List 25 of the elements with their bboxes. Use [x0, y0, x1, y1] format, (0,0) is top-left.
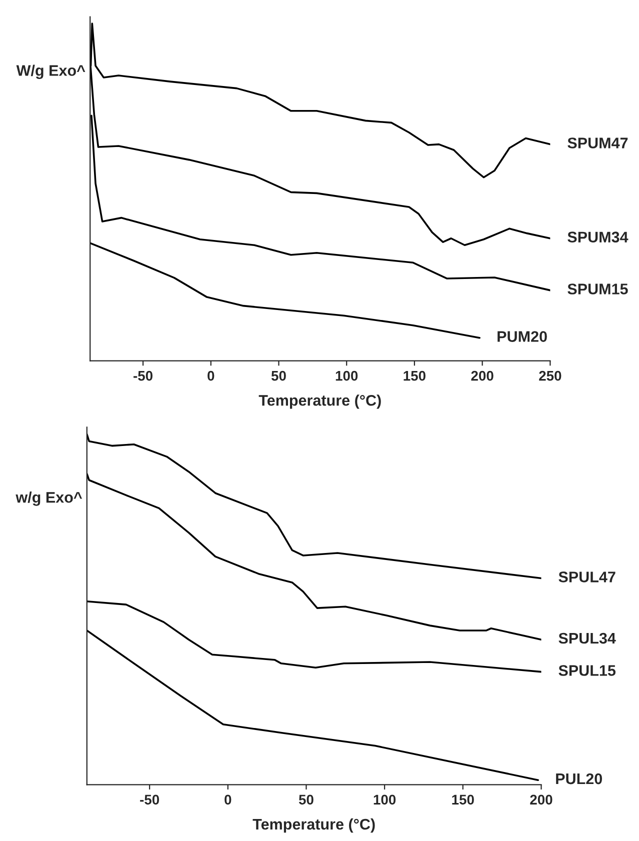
- series-label: PUM20: [498, 331, 547, 342]
- x-tick-label: 50: [298, 794, 314, 805]
- y-axis-title: W/g Exo^: [16, 64, 86, 80]
- x-tick-label: 200: [530, 794, 552, 805]
- series-label: SPUM15: [568, 284, 628, 294]
- x-tick-label: 250: [539, 370, 562, 381]
- series-label: SPUM47: [568, 138, 628, 148]
- x-tick-label: 150: [452, 794, 474, 805]
- x-tick-label: 0: [224, 794, 232, 805]
- series-label: SPUL15: [558, 665, 616, 676]
- x-axis-title: Temperature (°C): [252, 818, 375, 833]
- series-label: SPUL34: [558, 632, 616, 644]
- x-axis-title: Temperature (°C): [258, 394, 381, 409]
- x-tick-label: 0: [208, 370, 214, 381]
- x-tick-label: -50: [140, 794, 160, 805]
- x-tick-label: 200: [471, 370, 494, 381]
- y-axis-title: w/g Exo^: [16, 492, 82, 506]
- series-label: SPUM34: [568, 232, 628, 242]
- x-tick-label: 100: [336, 370, 358, 381]
- x-tick-label: 100: [374, 794, 396, 805]
- x-tick-label: 50: [271, 370, 286, 381]
- x-tick-label: -50: [134, 370, 152, 381]
- series-label: PUL20: [556, 773, 602, 784]
- x-tick-label: 150: [404, 370, 426, 381]
- series-label: SPUL47: [558, 572, 616, 582]
